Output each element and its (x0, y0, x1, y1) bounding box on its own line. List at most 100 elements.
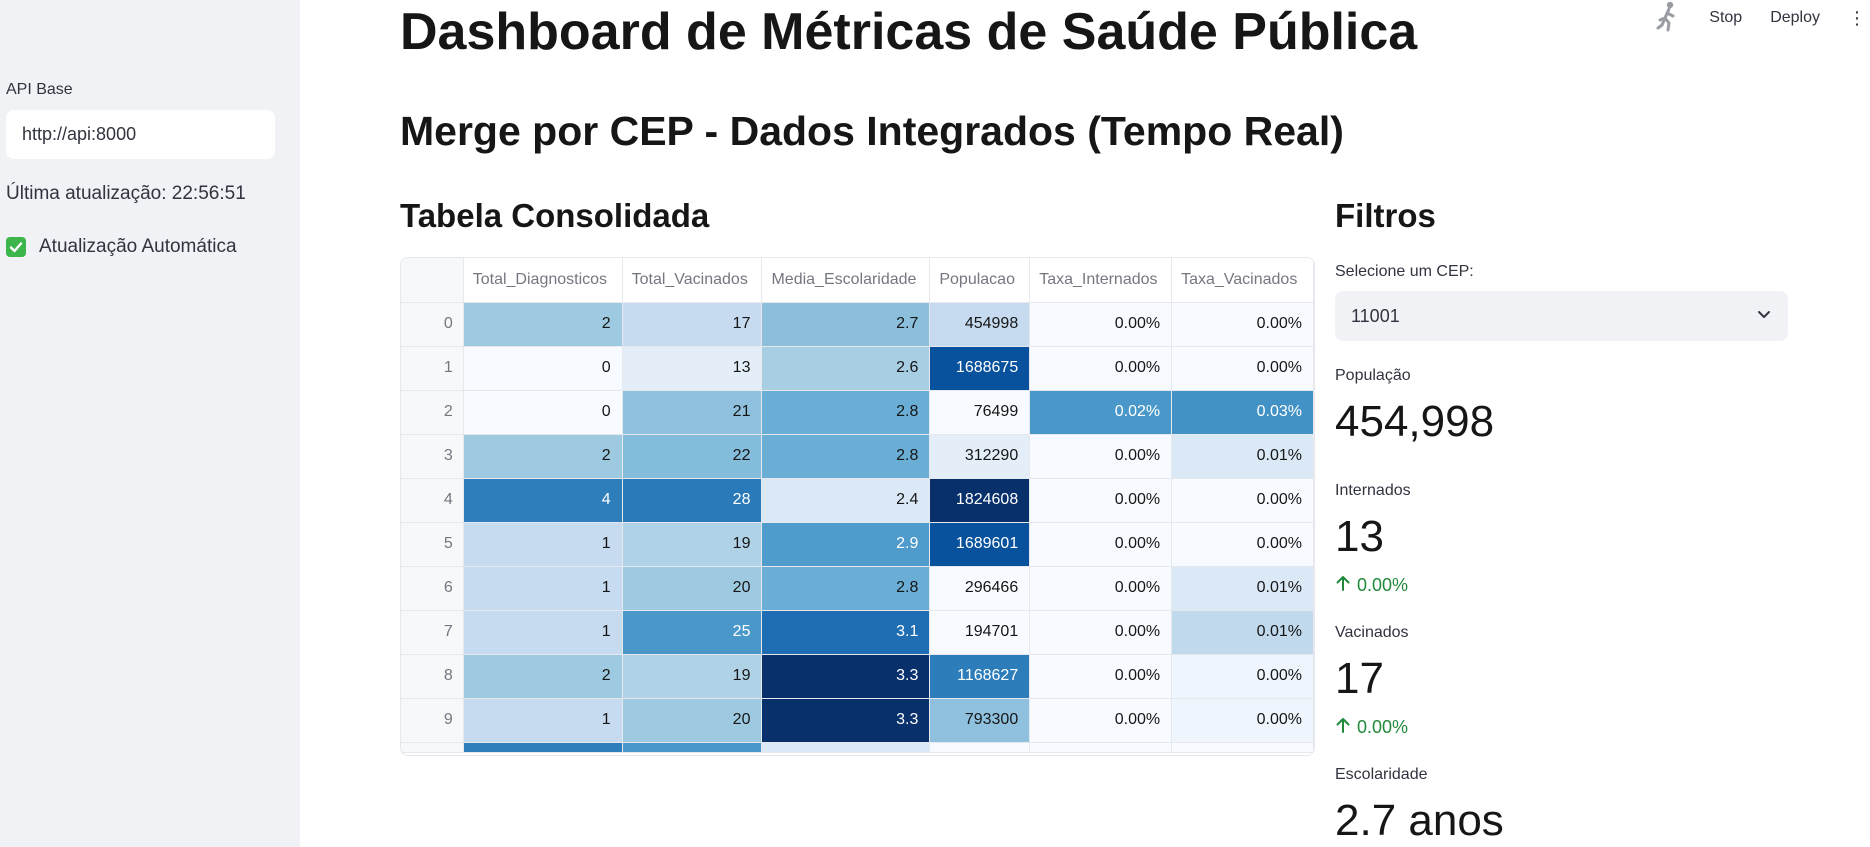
table-cell[interactable]: 3.3 (761, 698, 931, 743)
table-cell[interactable]: 0.00% (1171, 654, 1314, 699)
table-cell[interactable]: 76499 (929, 390, 1031, 435)
table-cell[interactable]: 1168627 (929, 654, 1031, 699)
table-cell[interactable]: 0.00% (1029, 434, 1173, 479)
table-cell[interactable]: 0.00% (1171, 478, 1314, 523)
table-row[interactable]: 2 0 21 2.8 76499 0.02% 0.03% (401, 390, 1314, 435)
table-cell[interactable]: 21 (622, 390, 763, 435)
kebab-menu-icon[interactable]: ⋮ (1848, 8, 1866, 28)
table-row[interactable]: 6 1 20 2.8 296466 0.00% 0.01% (401, 566, 1314, 611)
row-index: 5 (401, 522, 464, 567)
table-cell[interactable]: 0.01% (1171, 610, 1314, 655)
table-cell[interactable]: 1 (463, 610, 623, 655)
table-cell[interactable]: 0.00% (1171, 698, 1314, 743)
table-cell[interactable]: 0.00% (1029, 698, 1173, 743)
data-table[interactable]: Total_Diagnosticos Total_Vacinados Media_E… (400, 257, 1315, 756)
table-cell[interactable]: 3.1 (761, 610, 931, 655)
table-cell[interactable]: 3.3 (761, 654, 931, 699)
table-row[interactable]: 9 1 20 3.3 793300 0.00% 0.00% (401, 698, 1314, 743)
table-row[interactable]: 5 1 19 2.9 1689601 0.00% 0.00% (401, 522, 1314, 567)
running-man-icon (1655, 0, 1681, 37)
table-cell[interactable]: 1689601 (929, 522, 1031, 567)
stop-button[interactable]: Stop (1709, 9, 1743, 26)
table-cell[interactable]: 1824608 (929, 478, 1031, 523)
cep-select-label: Selecione um CEP: (1335, 263, 1474, 280)
column-header[interactable]: Populacao (929, 258, 1031, 303)
table-cell[interactable]: 0.00% (1029, 478, 1173, 523)
checkmark-icon[interactable] (6, 237, 26, 257)
table-cell (761, 742, 931, 753)
column-header[interactable]: Media_Escolaridade (761, 258, 931, 303)
table-cell[interactable]: 0 (463, 346, 623, 391)
table-cell[interactable]: 2.4 (761, 478, 931, 523)
table-cell[interactable]: 25 (622, 610, 763, 655)
table-cell[interactable]: 2.6 (761, 346, 931, 391)
metric-escolaridade-value: 2.7 anos (1335, 796, 1504, 845)
cep-select[interactable]: 11001 (1335, 291, 1788, 341)
table-cell[interactable]: 2 (463, 654, 623, 699)
table-cell[interactable]: 2.8 (761, 390, 931, 435)
table-cell[interactable]: 0.00% (1029, 654, 1173, 699)
table-cell (929, 742, 1031, 753)
table-cell (1029, 742, 1173, 753)
table-cell[interactable]: 0.00% (1029, 346, 1173, 391)
table-cell[interactable]: 28 (622, 478, 763, 523)
table-cell[interactable]: 17 (622, 302, 763, 347)
table-cell[interactable]: 0.01% (1171, 566, 1314, 611)
page-subtitle: Merge por CEP - Dados Integrados (Tempo … (400, 108, 1344, 154)
api-base-input[interactable]: http://api:8000 (6, 110, 275, 159)
table-cell[interactable]: 1 (463, 522, 623, 567)
main-content: Stop Deploy ⋮ Dashboard de Métricas de S… (300, 0, 1870, 847)
table-cell[interactable]: 0.02% (1029, 390, 1173, 435)
table-cell[interactable]: 1 (463, 566, 623, 611)
column-header[interactable]: Total_Diagnosticos (463, 258, 623, 303)
table-cell[interactable]: 2.8 (761, 434, 931, 479)
table-cell[interactable]: 2.7 (761, 302, 931, 347)
table-cell[interactable]: 22 (622, 434, 763, 479)
table-row[interactable]: 8 2 19 3.3 1168627 0.00% 0.00% (401, 654, 1314, 699)
table-cell[interactable]: 194701 (929, 610, 1031, 655)
table-cell[interactable]: 0.00% (1029, 302, 1173, 347)
table-cell[interactable]: 0.03% (1171, 390, 1314, 435)
table-row[interactable]: 0 2 17 2.7 454998 0.00% 0.00% (401, 302, 1314, 347)
table-cell[interactable]: 0.00% (1171, 522, 1314, 567)
table-cell[interactable]: 13 (622, 346, 763, 391)
top-toolbar: Stop Deploy ⋮ (1655, 0, 1870, 36)
table-cell[interactable]: 0.00% (1029, 566, 1173, 611)
table-cell[interactable]: 793300 (929, 698, 1031, 743)
arrow-up-icon (1335, 574, 1351, 597)
table-cell[interactable]: 2.9 (761, 522, 931, 567)
table-cell[interactable]: 19 (622, 522, 763, 567)
table-cell[interactable]: 0.00% (1029, 522, 1173, 567)
delta-text: 0.00% (1357, 575, 1409, 595)
table-cell[interactable]: 2.8 (761, 566, 931, 611)
row-index: 3 (401, 434, 464, 479)
table-cell[interactable]: 0.00% (1171, 302, 1314, 347)
table-cell[interactable]: 0.01% (1171, 434, 1314, 479)
table-cell[interactable]: 454998 (929, 302, 1031, 347)
table-row[interactable]: 7 1 25 3.1 194701 0.00% 0.01% (401, 610, 1314, 655)
table-cell[interactable]: 20 (622, 566, 763, 611)
table-cell[interactable]: 296466 (929, 566, 1031, 611)
table-cell (1171, 742, 1314, 753)
table-cell[interactable]: 1688675 (929, 346, 1031, 391)
chevron-down-icon[interactable] (1756, 306, 1772, 327)
table-cell[interactable]: 2 (463, 302, 623, 347)
table-cell[interactable]: 312290 (929, 434, 1031, 479)
column-header[interactable]: Taxa_Internados (1029, 258, 1173, 303)
auto-update-checkbox[interactable]: Atualização Automática (6, 236, 237, 258)
row-index: 8 (401, 654, 464, 699)
table-cell[interactable]: 4 (463, 478, 623, 523)
table-cell[interactable]: 0 (463, 390, 623, 435)
deploy-button[interactable]: Deploy (1770, 9, 1820, 26)
table-cell[interactable]: 19 (622, 654, 763, 699)
table-row[interactable]: 3 2 22 2.8 312290 0.00% 0.01% (401, 434, 1314, 479)
column-header[interactable]: Total_Vacinados (622, 258, 763, 303)
column-header[interactable]: Taxa_Vacinados (1171, 258, 1314, 303)
table-cell[interactable]: 0.00% (1029, 610, 1173, 655)
table-row[interactable]: 4 4 28 2.4 1824608 0.00% 0.00% (401, 478, 1314, 523)
table-cell[interactable]: 1 (463, 698, 623, 743)
table-cell[interactable]: 20 (622, 698, 763, 743)
table-cell[interactable]: 2 (463, 434, 623, 479)
table-row[interactable]: 1 0 13 2.6 1688675 0.00% 0.00% (401, 346, 1314, 391)
table-cell[interactable]: 0.00% (1171, 346, 1314, 391)
